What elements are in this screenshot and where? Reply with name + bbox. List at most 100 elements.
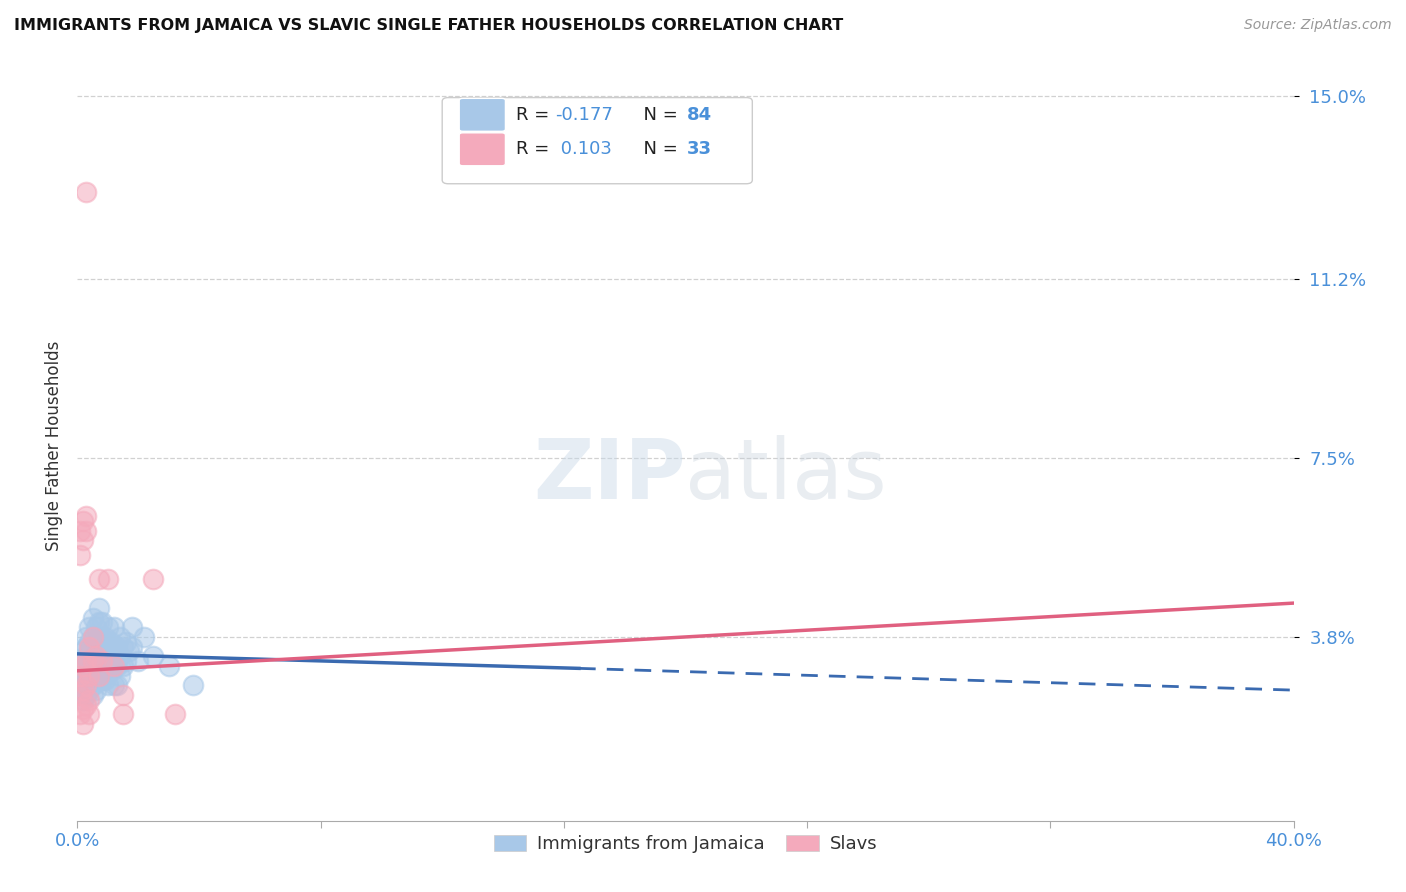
Point [103, 640, 125, 654]
Point [118, 644, 141, 658]
Point [75, 659, 97, 673]
Point [134, 630, 156, 644]
Point [93, 644, 115, 658]
Point [79, 634, 101, 648]
Point [69, 668, 91, 682]
Point [82, 640, 104, 654]
Point [108, 649, 131, 664]
Point [163, 707, 186, 722]
Point [127, 654, 149, 668]
Point [75, 668, 97, 682]
Point [108, 630, 131, 644]
Point [87, 659, 110, 673]
Point [72, 664, 94, 678]
Point [90, 654, 112, 668]
Point [72, 702, 94, 716]
Y-axis label: Single Father Households: Single Father Households [45, 341, 63, 551]
Point [84, 634, 107, 648]
Point [142, 649, 165, 664]
Point [93, 630, 115, 644]
Point [75, 630, 97, 644]
Point [79, 693, 101, 707]
Point [90, 659, 112, 673]
Point [87, 630, 110, 644]
Point [72, 514, 94, 528]
Point [90, 644, 112, 658]
Point [72, 717, 94, 731]
Point [93, 659, 115, 673]
FancyBboxPatch shape [460, 98, 505, 131]
Point [87, 601, 110, 615]
Text: 0.103: 0.103 [555, 140, 612, 158]
Point [79, 668, 101, 682]
Point [69, 678, 91, 692]
Point [72, 673, 94, 688]
Point [100, 649, 122, 664]
Point [100, 664, 122, 678]
Point [72, 683, 94, 698]
Point [84, 664, 107, 678]
Point [97, 572, 120, 586]
Point [82, 649, 104, 664]
Point [115, 634, 138, 648]
Point [72, 659, 94, 673]
Point [108, 668, 131, 682]
Point [69, 688, 91, 702]
Point [121, 620, 143, 634]
Point [87, 572, 110, 586]
Point [72, 533, 94, 548]
Point [75, 649, 97, 664]
Point [90, 615, 112, 630]
Point [90, 673, 112, 688]
Point [79, 664, 101, 678]
Point [75, 185, 97, 199]
Point [79, 654, 101, 668]
Point [103, 678, 125, 692]
Point [79, 683, 101, 698]
Point [142, 572, 165, 586]
Point [82, 678, 104, 692]
Text: N =: N = [631, 106, 683, 124]
Point [111, 688, 134, 702]
Point [69, 659, 91, 673]
Point [93, 673, 115, 688]
Point [72, 654, 94, 668]
Point [105, 659, 128, 673]
Legend: Immigrants from Jamaica, Slavs: Immigrants from Jamaica, Slavs [486, 828, 884, 860]
Point [84, 654, 107, 668]
Point [69, 548, 91, 562]
Point [97, 678, 120, 692]
Point [84, 620, 107, 634]
Point [87, 668, 110, 682]
Point [103, 620, 125, 634]
Point [79, 673, 101, 688]
Point [111, 707, 134, 722]
Point [79, 644, 101, 658]
Point [79, 707, 101, 722]
FancyBboxPatch shape [441, 97, 752, 184]
Text: -0.177: -0.177 [555, 106, 613, 124]
Point [181, 678, 204, 692]
Point [75, 688, 97, 702]
Point [105, 640, 128, 654]
Text: IMMIGRANTS FROM JAMAICA VS SLAVIC SINGLE FATHER HOUSEHOLDS CORRELATION CHART: IMMIGRANTS FROM JAMAICA VS SLAVIC SINGLE… [14, 18, 844, 33]
Point [84, 673, 107, 688]
Point [82, 688, 104, 702]
Point [97, 664, 120, 678]
Point [84, 683, 107, 698]
Point [103, 659, 125, 673]
Point [69, 668, 91, 682]
Point [90, 630, 112, 644]
Point [75, 678, 97, 692]
Text: N =: N = [631, 140, 683, 158]
Point [72, 683, 94, 698]
Point [82, 659, 104, 673]
Point [157, 659, 180, 673]
Point [115, 654, 138, 668]
Point [97, 634, 120, 648]
Point [97, 620, 120, 634]
Point [121, 640, 143, 654]
Text: atlas: atlas [686, 435, 887, 516]
Point [84, 644, 107, 658]
Point [72, 693, 94, 707]
